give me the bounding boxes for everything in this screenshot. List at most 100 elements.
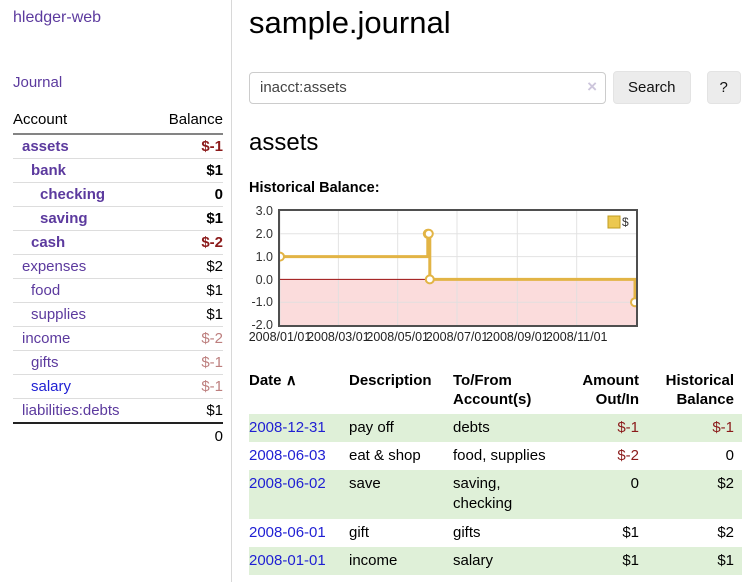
register-table: Date ∧ Description To/From Account(s) Am…: [249, 370, 742, 576]
account-link[interactable]: salary: [31, 378, 72, 395]
x-tick-label: 2008/05/01: [366, 330, 429, 345]
transaction-date-link[interactable]: 2008-06-03: [249, 446, 326, 464]
transaction-date-link[interactable]: 2008-12-31: [249, 418, 326, 436]
search-button[interactable]: Search: [613, 71, 691, 105]
register-header-description: Description: [349, 372, 432, 390]
search-input-wrap: ×: [249, 71, 606, 104]
register-row: 2008-12-31 pay off debts $-1 $-1: [249, 413, 742, 442]
page-title: sample.journal: [249, 5, 451, 40]
y-tick-label: 1.0: [255, 249, 273, 264]
account-link[interactable]: expenses: [22, 258, 87, 275]
historical-balance-chart: 3.0 2.0 1.0 0.0 -1.0 -2.0 $ 2008/01/01 2008/03…: [245, 205, 742, 346]
transaction-description: pay off: [349, 418, 394, 436]
account-balance: $-2: [152, 230, 223, 255]
account-balance: $1: [152, 278, 223, 303]
transaction-date-link[interactable]: 2008-06-01: [249, 523, 326, 541]
account-link[interactable]: supplies: [31, 306, 87, 323]
transaction-date-link[interactable]: 2008-01-01: [249, 551, 326, 569]
account-link[interactable]: liabilities:debts: [22, 402, 120, 419]
transaction-accounts: salary: [453, 551, 494, 569]
x-tick-label: 2008/07/01: [425, 330, 489, 345]
y-tick-label: 0.0: [255, 272, 273, 287]
account-row: gifts $-1: [13, 350, 223, 375]
transaction-accounts: food, supplies: [453, 446, 546, 464]
account-heading: assets: [249, 129, 319, 157]
register-row: 2008-01-01 income salary $1 $1: [249, 546, 742, 576]
account-row: expenses $2: [13, 254, 223, 279]
help-button[interactable]: ?: [706, 71, 741, 105]
account-balance: $1: [152, 158, 223, 183]
register-header-accounts: To/From Account(s): [453, 372, 532, 408]
account-row: salary $-1: [13, 374, 223, 399]
account-row: supplies $1: [13, 302, 223, 327]
transaction-description: gift: [349, 523, 370, 541]
accounts-total-value: 0: [152, 422, 223, 449]
account-balance: $-1: [152, 374, 223, 399]
account-link[interactable]: income: [22, 330, 71, 347]
account-link[interactable]: food: [31, 282, 61, 299]
account-link[interactable]: bank: [31, 162, 67, 179]
account-balance: $-1: [152, 350, 223, 375]
sidebar: hledger-web Journal Account Balance asse…: [0, 0, 232, 582]
account-row: liabilities:debts $1: [13, 398, 223, 424]
transaction-date-link[interactable]: 2008-06-02: [249, 475, 326, 493]
account-row: bank $1: [13, 158, 223, 183]
transaction-accounts: saving, checking: [453, 475, 513, 513]
register-header-amount: Amount Out/In: [582, 372, 639, 408]
account-link[interactable]: saving: [40, 210, 88, 227]
accounts-header-balance: Balance: [152, 108, 223, 135]
account-link[interactable]: gifts: [31, 354, 59, 371]
clear-search-icon[interactable]: ×: [587, 76, 597, 96]
transaction-balance: 0: [725, 446, 734, 464]
account-row: assets $-1: [13, 134, 223, 159]
accounts-header-account: Account: [13, 108, 153, 135]
account-link[interactable]: cash: [31, 234, 66, 251]
transaction-amount: $-2: [617, 446, 639, 464]
register-header-row: Date ∧ Description To/From Account(s) Am…: [249, 370, 742, 414]
account-balance: $-1: [152, 134, 223, 159]
main-content: sample.journal × Search ? assets Histori…: [232, 0, 742, 582]
account-row: saving $1: [13, 206, 223, 231]
register-row: 2008-06-01 gift gifts $1 $2: [249, 519, 742, 547]
account-balance: 0: [152, 182, 223, 207]
register-row: 2008-06-02 save saving, checking 0 $2: [249, 470, 742, 519]
register-header-balance: Historical Balance: [665, 372, 734, 408]
account-row: checking 0: [13, 182, 223, 207]
search-input[interactable]: [249, 71, 606, 104]
transaction-balance: $-1: [712, 418, 734, 436]
register-header-date[interactable]: Date ∧: [249, 372, 297, 390]
transaction-amount: 0: [630, 475, 639, 493]
account-balance: $1: [152, 302, 223, 327]
legend-label: $: [622, 215, 629, 229]
y-tick-label: 3.0: [255, 204, 273, 219]
accounts-header-row: Account Balance: [13, 108, 223, 135]
sort-ascending-icon: ∧: [285, 372, 297, 390]
transaction-amount: $1: [622, 551, 639, 569]
transaction-balance: $1: [717, 551, 734, 569]
transaction-accounts: debts: [453, 418, 490, 436]
transaction-description: save: [349, 475, 381, 493]
transaction-amount: $1: [622, 523, 639, 541]
x-tick-label: 2008/11/01: [545, 330, 608, 345]
y-tick-label: 2.0: [255, 226, 273, 241]
transaction-amount: $-1: [617, 418, 639, 436]
account-row: cash $-2: [13, 230, 223, 255]
account-row: food $1: [13, 278, 223, 303]
transaction-balance: $2: [717, 523, 734, 541]
accounts-total-row: 0: [13, 422, 223, 449]
account-balance: $1: [152, 206, 223, 231]
account-balance: $1: [152, 398, 223, 424]
register-row: 2008-06-03 eat & shop food, supplies $-2 0: [249, 442, 742, 470]
account-link[interactable]: assets: [22, 138, 69, 155]
chart-plot-box: $: [278, 209, 638, 328]
search-form: × Search ?: [249, 71, 742, 105]
account-link[interactable]: checking: [40, 186, 106, 203]
account-balance: $2: [152, 254, 223, 279]
sidebar-item-journal[interactable]: Journal: [13, 74, 63, 91]
app-title-link[interactable]: hledger-web: [13, 9, 102, 26]
chart-plot-area: $ 2008/01/01 2008/03/01 2008/05/01 2008/07/…: [249, 209, 638, 346]
transaction-description: income: [349, 551, 398, 569]
transaction-description: eat & shop: [349, 446, 421, 464]
legend-swatch: [607, 215, 621, 229]
